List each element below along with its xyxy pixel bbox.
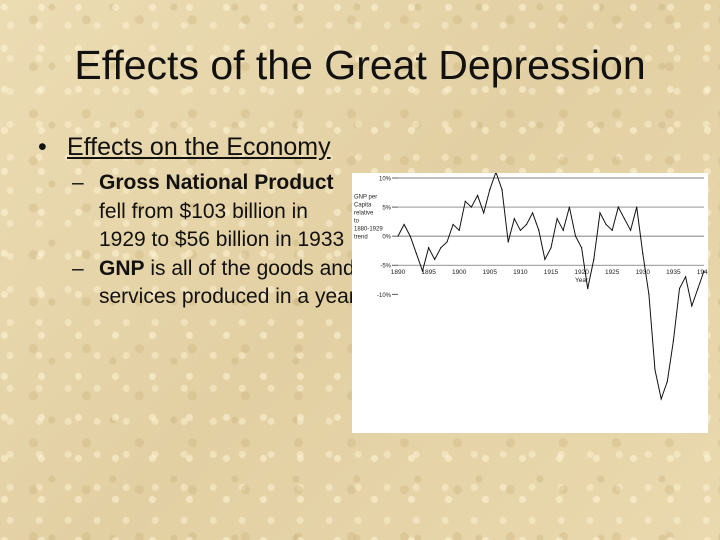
data-point — [623, 218, 626, 220]
sub-bullet-gnp-definition: – GNP is all of the goods and services p… — [30, 255, 360, 312]
data-point — [562, 229, 564, 231]
data-point — [636, 206, 638, 208]
data-point — [581, 247, 583, 249]
y-axis-label-line: Capita — [354, 202, 372, 208]
data-point — [685, 276, 687, 278]
data-point — [666, 380, 668, 383]
sub-bullet-gnp-fall: – Gross National Product fell from $103 … — [30, 169, 360, 255]
bullet-dot: • — [38, 133, 47, 161]
main-bullet: • Effects on the Economy — [30, 132, 360, 162]
x-tick-label: 1920 — [574, 269, 589, 276]
main-bullet-text: Effects on the Economy — [67, 133, 331, 161]
data-point — [703, 270, 705, 272]
y-tick-label: 0% — [382, 235, 391, 241]
data-point — [440, 247, 442, 249]
y-axis-label-line: GNP per — [354, 194, 377, 200]
x-tick-label: 1915 — [544, 269, 559, 276]
data-point — [544, 258, 546, 260]
gnp-line-chart: 10% 5% 0% -5% -10% 1890 1895 1900 1905 1910 1915 19… — [354, 173, 708, 401]
data-point — [538, 229, 540, 231]
data-point — [617, 206, 619, 208]
bullet-list: • Effects on the Economy – Gross Nationa… — [30, 132, 360, 312]
data-point — [629, 229, 632, 231]
x-tick-label: 1890 — [391, 269, 406, 276]
y-axis-label: GNP per Capita relative to 1880-1929 trend — [354, 194, 383, 240]
x-tick-label: 1910 — [513, 269, 528, 276]
data-point — [691, 305, 693, 307]
data-point — [397, 235, 399, 237]
x-tick-label: 1925 — [605, 269, 620, 276]
data-point — [587, 287, 589, 290]
data-point — [458, 229, 460, 231]
data-point — [568, 206, 570, 208]
data-point — [648, 293, 650, 295]
data-point — [513, 218, 515, 220]
data-point — [452, 223, 454, 226]
data-point — [672, 340, 674, 342]
data-point — [519, 229, 521, 231]
y-tick-label: -5% — [380, 264, 391, 270]
data-point — [464, 200, 466, 202]
data-point — [593, 258, 595, 260]
x-tick-label: 1940 — [697, 269, 708, 276]
data-point — [678, 287, 681, 290]
x-tick-label: 1935 — [666, 269, 681, 276]
data-point — [525, 223, 528, 226]
y-tick-label: 10% — [379, 177, 392, 183]
data-point — [550, 247, 552, 249]
y-axis-label-line: trend — [354, 234, 368, 240]
data-point — [556, 218, 558, 220]
sub-bullet-text: is all of the goods and services produce… — [99, 256, 356, 309]
data-point — [501, 189, 503, 191]
y-axis-label-line: 1880-1929 — [354, 226, 383, 232]
data-point — [605, 223, 607, 226]
data-point — [428, 247, 430, 249]
data-point — [574, 235, 577, 237]
gnp-chart: 10% 5% 0% -5% -10% 1890 1895 1900 1905 1910 1915 19… — [352, 173, 708, 433]
sub-bullet-dash: – — [72, 171, 84, 194]
data-point — [654, 369, 656, 371]
data-point — [507, 241, 509, 243]
x-tick-label: 1905 — [483, 269, 498, 276]
x-tick-label: 1930 — [636, 269, 651, 276]
x-tick-label: 1895 — [421, 269, 436, 276]
x-axis-label: Year — [575, 277, 589, 284]
data-point — [434, 258, 436, 260]
data-point — [599, 212, 601, 214]
sub-bullet-bold-term: GNP — [99, 256, 145, 280]
data-point — [446, 241, 448, 243]
y-axis-label-line: relative — [354, 210, 374, 216]
sub-bullet-bold-term: Gross National Product — [99, 171, 334, 194]
data-point — [476, 194, 479, 197]
data-point — [642, 252, 644, 255]
data-point — [483, 212, 485, 214]
data-point — [409, 235, 411, 237]
y-tick-label: 5% — [382, 206, 391, 212]
data-point — [489, 189, 491, 191]
data-point — [660, 398, 662, 400]
data-point — [532, 212, 534, 214]
slide-title: Effects of the Great Depression — [74, 42, 646, 88]
sub-bullet-text: fell from $103 billion in 1929 to $56 bi… — [99, 199, 345, 252]
data-point — [697, 287, 699, 290]
x-tick-label: 1900 — [452, 269, 467, 276]
y-axis-label-line: to — [354, 218, 360, 224]
data-point — [470, 206, 473, 208]
data-point — [611, 229, 613, 231]
data-point — [421, 270, 424, 272]
data-point — [403, 223, 405, 226]
data-point — [415, 252, 417, 255]
sub-bullet-dash: – — [72, 256, 84, 280]
y-tick-label: -10% — [377, 293, 392, 299]
